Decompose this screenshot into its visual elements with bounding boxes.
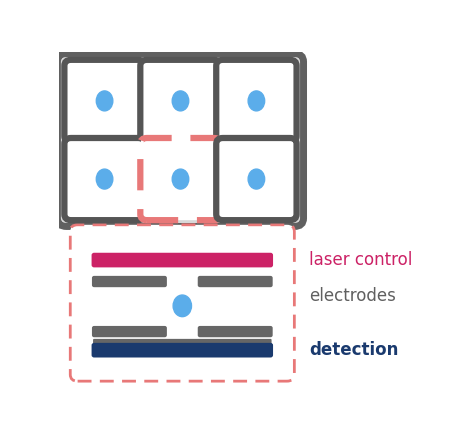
FancyBboxPatch shape <box>92 326 167 337</box>
Text: detection: detection <box>309 341 399 359</box>
Text: laser control: laser control <box>309 251 412 269</box>
FancyBboxPatch shape <box>93 339 272 345</box>
FancyBboxPatch shape <box>91 343 273 358</box>
FancyBboxPatch shape <box>92 276 167 287</box>
Ellipse shape <box>96 169 113 189</box>
FancyBboxPatch shape <box>216 60 297 142</box>
FancyBboxPatch shape <box>140 138 220 220</box>
Ellipse shape <box>172 91 189 111</box>
FancyBboxPatch shape <box>91 253 273 267</box>
FancyBboxPatch shape <box>64 60 145 142</box>
FancyBboxPatch shape <box>140 60 220 142</box>
Ellipse shape <box>248 169 264 189</box>
Ellipse shape <box>96 91 113 111</box>
FancyBboxPatch shape <box>198 326 273 337</box>
Ellipse shape <box>172 169 189 189</box>
FancyBboxPatch shape <box>57 54 303 226</box>
FancyBboxPatch shape <box>198 276 273 287</box>
Ellipse shape <box>173 295 191 317</box>
Ellipse shape <box>248 91 264 111</box>
FancyBboxPatch shape <box>216 138 297 220</box>
FancyBboxPatch shape <box>70 225 294 381</box>
FancyBboxPatch shape <box>64 138 145 220</box>
Text: electrodes: electrodes <box>309 287 396 305</box>
